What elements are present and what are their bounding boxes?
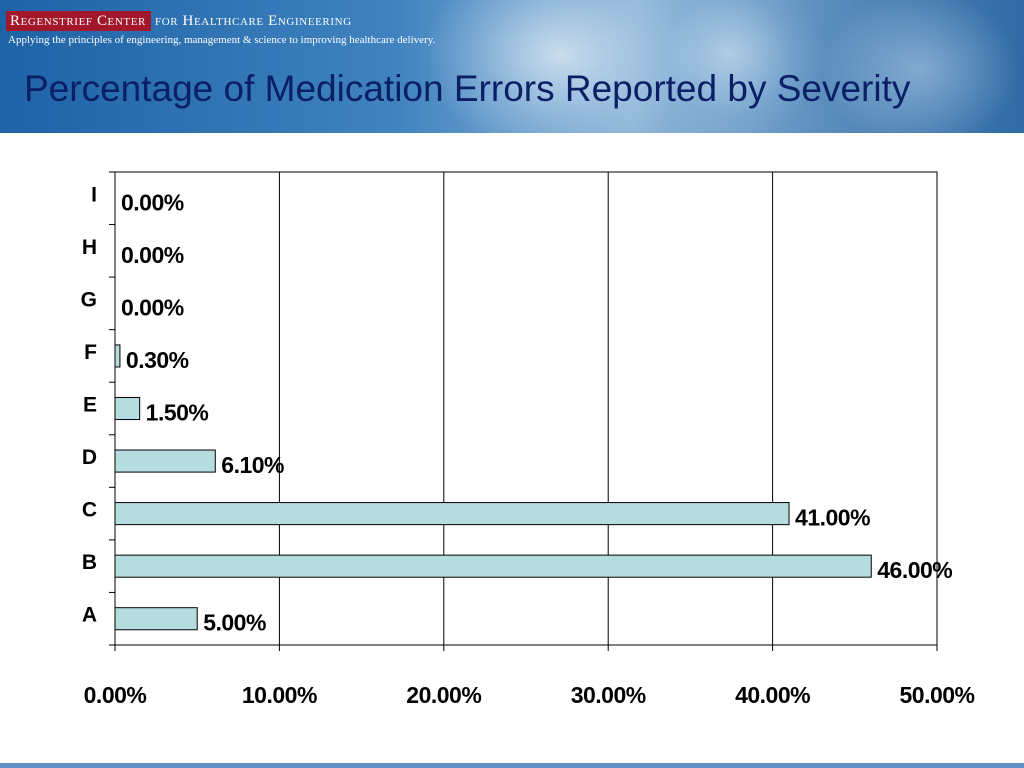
y-category-label: H <box>82 236 97 259</box>
x-tick-label: 20.00% <box>406 682 481 708</box>
bar-data-label: 0.00% <box>121 189 184 215</box>
slide-header: Regenstrief Center for Healthcare Engine… <box>0 0 1024 133</box>
bar-data-label: 1.50% <box>146 400 209 426</box>
chart-labels: A 5.00% B 46.00% C 41.00% D 6.10% E 1.50% F 0.30% G 0… <box>81 183 953 635</box>
x-tick-label: 0.00% <box>84 682 147 708</box>
severity-bar-chart: 0.00% 10.00% 20.00% 30.00% 40.00% 50.00% A 5.0… <box>81 171 975 708</box>
y-category-label: F <box>84 341 97 364</box>
bar-B <box>114 554 872 578</box>
bar-data-label: 0.30% <box>126 347 189 373</box>
y-category-label: D <box>82 446 97 469</box>
organization-logo: Regenstrief Center for Healthcare Engine… <box>6 11 352 31</box>
chart-axes: 0.00% 10.00% 20.00% 30.00% 40.00% 50.00% <box>84 171 975 708</box>
header-photo-highlight <box>820 0 1020 133</box>
y-category-label: G <box>81 288 97 311</box>
bar-E <box>114 396 141 421</box>
bar-data-label: 5.00% <box>203 610 266 636</box>
header-photo-highlight <box>640 0 820 133</box>
bar-data-label: 6.10% <box>221 452 284 478</box>
bar-F <box>114 344 121 368</box>
bar-data-label: 41.00% <box>795 505 870 531</box>
logo-highlight-text: Regenstrief Center <box>6 11 151 31</box>
x-tick-label: 30.00% <box>571 682 646 708</box>
logo-rest-text: for Healthcare Engineering <box>155 12 352 29</box>
bar-D <box>114 449 216 473</box>
bar-A <box>114 607 198 631</box>
footer-bar <box>0 763 1024 768</box>
y-category-label: B <box>82 551 97 574</box>
x-tick-label: 40.00% <box>735 682 810 708</box>
chart-bars <box>114 344 872 631</box>
slide-title: Percentage of Medication Errors Reported… <box>24 68 911 109</box>
bar-C <box>114 502 790 526</box>
bar-data-label: 0.00% <box>121 242 184 268</box>
y-category-label: I <box>91 183 97 206</box>
x-tick-label: 50.00% <box>899 682 974 708</box>
y-category-label: C <box>82 499 97 522</box>
y-category-label: E <box>83 394 97 417</box>
bar-data-label: 46.00% <box>877 557 952 583</box>
organization-tagline: Applying the principles of engineering, … <box>8 34 436 46</box>
y-category-label: A <box>82 604 97 627</box>
bar-data-label: 0.00% <box>121 294 184 320</box>
x-tick-label: 10.00% <box>242 682 317 708</box>
